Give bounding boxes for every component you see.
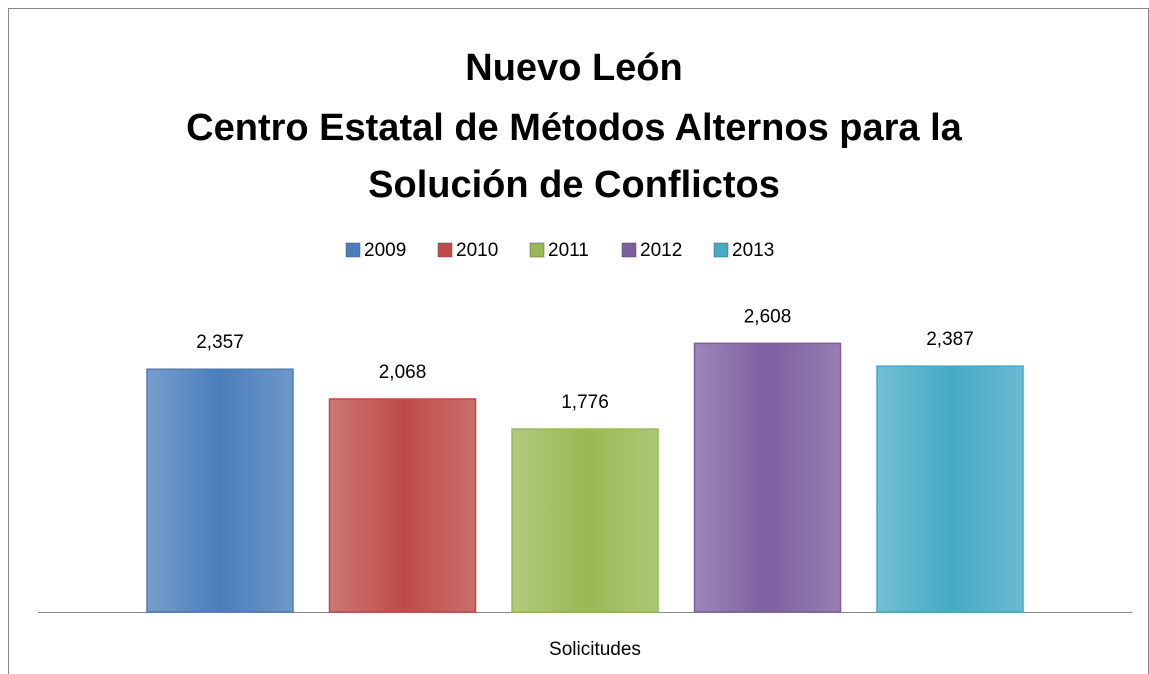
legend-label: 2009 [364, 240, 406, 261]
legend-label: 2013 [732, 240, 774, 261]
value-label: 1,776 [561, 392, 609, 413]
bar [146, 368, 294, 613]
legend-label: 2010 [456, 240, 498, 261]
legend-swatch [437, 242, 453, 258]
legend-label: 2012 [640, 240, 682, 261]
value-label: 2,068 [379, 362, 427, 383]
bar [876, 365, 1024, 613]
chart-title: Solución de Conflictos [368, 164, 780, 206]
legend-swatch [345, 242, 361, 258]
chart-title: Centro Estatal de Métodos Alternos para … [186, 107, 963, 149]
value-label: 2,357 [196, 332, 244, 353]
bar [328, 398, 477, 613]
legend-label: 2011 [548, 240, 589, 261]
value-label: 2,387 [926, 329, 974, 350]
bar [511, 428, 659, 613]
legend-swatch [621, 242, 637, 258]
legend-swatch [713, 242, 729, 258]
legend-swatch [529, 242, 545, 258]
chart-title: Nuevo León [465, 47, 682, 89]
bar [693, 342, 842, 613]
x-tick-label: Solicitudes [549, 639, 641, 660]
value-label: 2,608 [744, 306, 792, 327]
